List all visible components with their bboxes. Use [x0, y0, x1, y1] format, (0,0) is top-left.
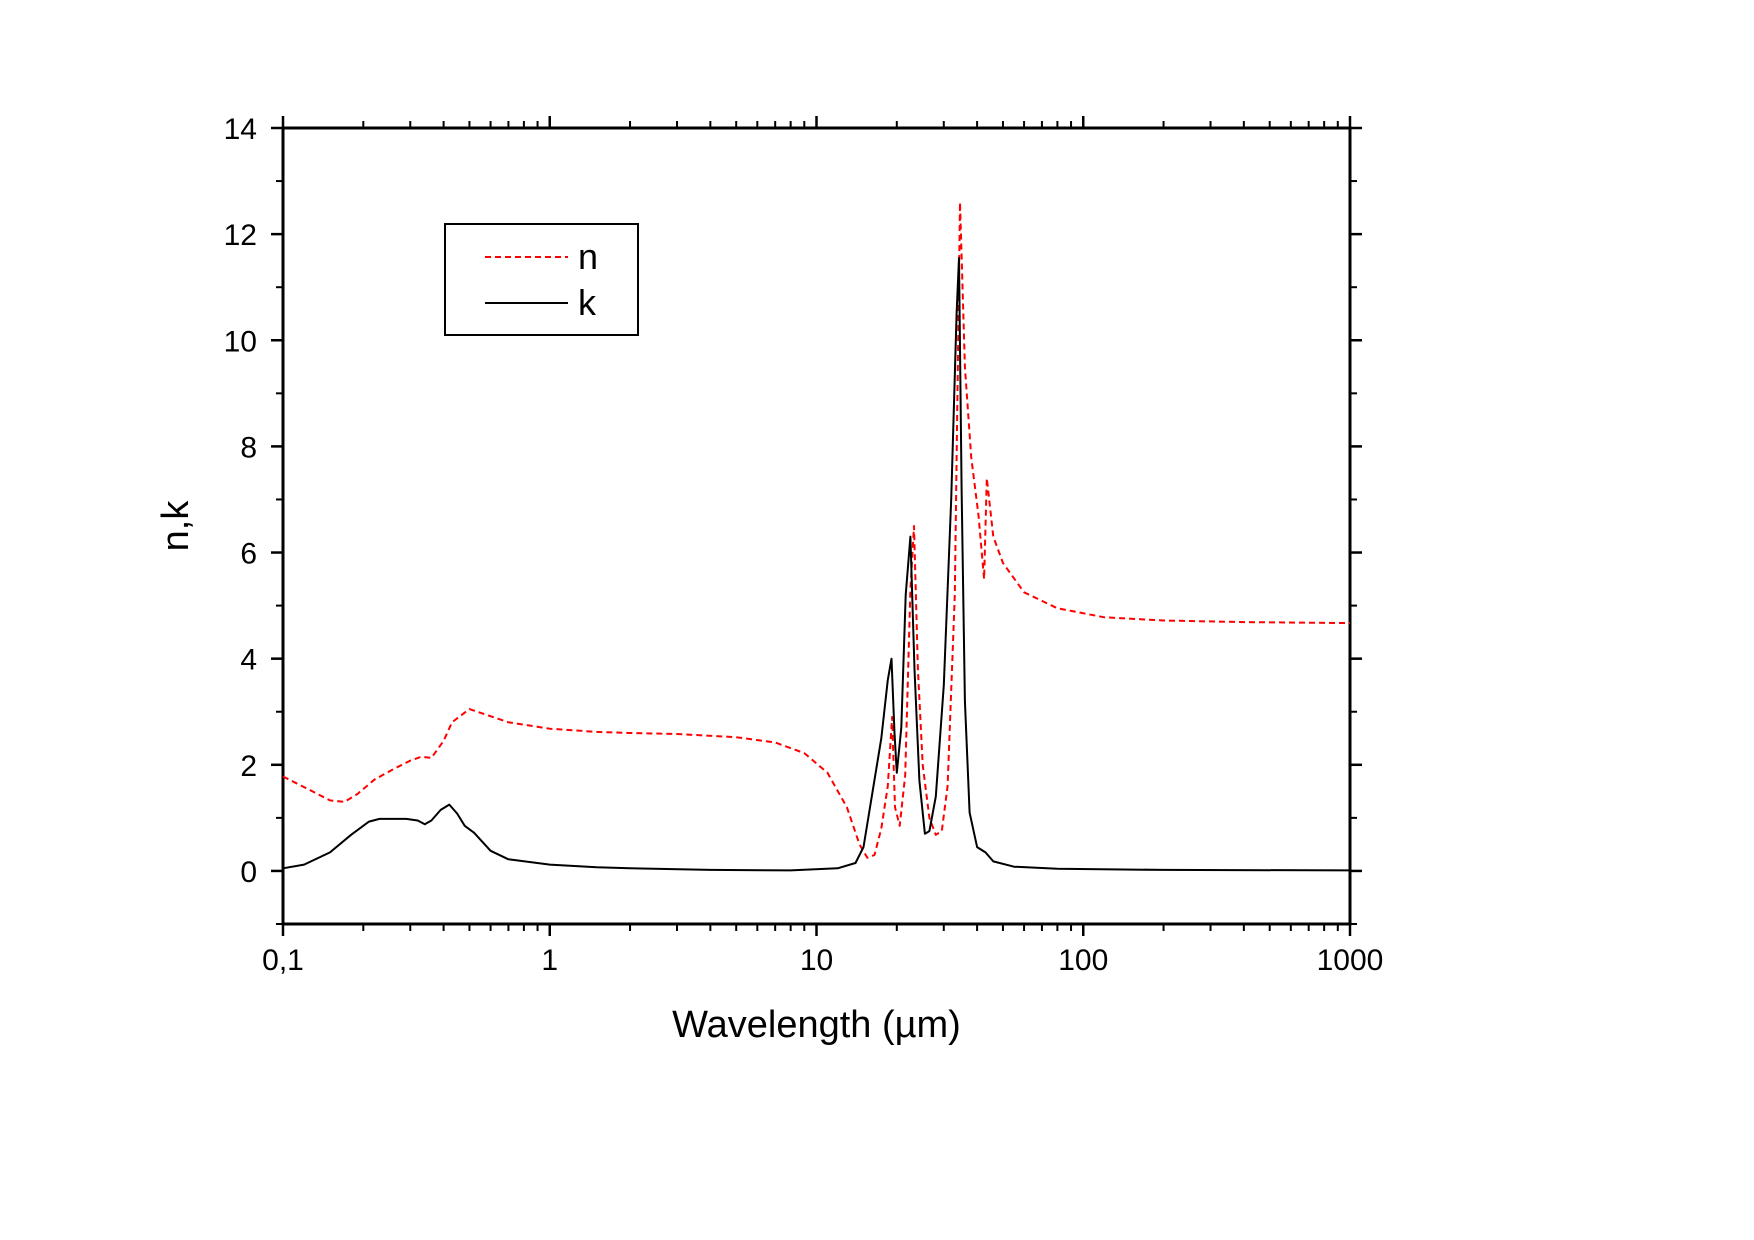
legend-label-k: k [578, 282, 597, 323]
legend-label-n: n [578, 236, 598, 277]
y-tick-label: 8 [240, 431, 257, 464]
x-axis-title: Wavelength (µm) [672, 1004, 961, 1046]
x-tick-label: 100 [1058, 944, 1108, 977]
x-tick-label: 1000 [1317, 944, 1384, 977]
y-tick-label: 12 [224, 219, 257, 252]
y-tick-label: 0 [240, 856, 257, 889]
axis-ticks: 0,1 1 10 100 1000 0 2 4 6 8 10 12 14 [224, 113, 1384, 977]
y-axis-title: n,k [155, 500, 197, 552]
series-line-k [282, 257, 1351, 872]
series-lines [282, 201, 1351, 872]
y-tick-label: 4 [240, 644, 257, 677]
series-line-n [282, 201, 1351, 859]
y-tick-label: 14 [224, 113, 257, 146]
legend-box [444, 223, 639, 336]
y-tick-label: 6 [240, 538, 257, 571]
y-tick-label: 2 [240, 750, 257, 783]
y-tick-label: 10 [224, 325, 257, 358]
x-tick-label: 1 [541, 944, 558, 977]
plot-frame [281, 126, 1352, 926]
legend: nk [444, 223, 639, 336]
x-tick-label: 0,1 [262, 944, 304, 977]
x-tick-label: 10 [800, 944, 833, 977]
